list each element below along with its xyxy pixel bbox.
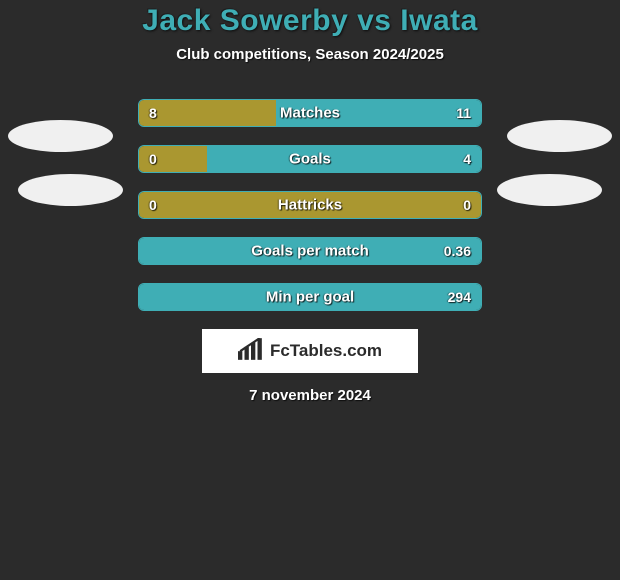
stat-value-left: 0 [149, 151, 157, 167]
stat-label: Goals [289, 151, 331, 168]
stat-fill-left [139, 100, 276, 126]
comparison-title: Jack Sowerby vs Iwata [0, 4, 620, 38]
stat-value-right: 11 [456, 105, 471, 121]
stat-row: Goals per match 0.36 [138, 237, 482, 265]
stat-label: Hattricks [278, 197, 342, 214]
stat-row: Min per goal 294 [138, 283, 482, 311]
stat-row: 0 Hattricks 0 [138, 191, 482, 219]
stat-value-right: 0.36 [444, 243, 471, 259]
stat-value-right: 0 [463, 197, 471, 213]
stat-fill-right [207, 146, 481, 172]
chart-icon [238, 338, 264, 365]
branding-text: FcTables.com [270, 341, 382, 361]
player-right-badge-top [507, 120, 612, 152]
player-left-badge-top [8, 120, 113, 152]
subtitle: Club competitions, Season 2024/2025 [0, 46, 620, 63]
stat-row: 8 Matches 11 [138, 99, 482, 127]
stat-value-left: 0 [149, 197, 157, 213]
stat-row: 0 Goals 4 [138, 145, 482, 173]
stat-label: Matches [280, 105, 340, 122]
stat-label: Goals per match [251, 243, 369, 260]
player-left-badge-bottom [18, 174, 123, 206]
player-right-badge-bottom [497, 174, 602, 206]
branding-box: FcTables.com [202, 329, 418, 373]
date: 7 november 2024 [0, 387, 620, 404]
stat-label: Min per goal [266, 289, 354, 306]
stat-value-right: 294 [448, 289, 471, 305]
stat-value-right: 4 [463, 151, 471, 167]
stats-container: 8 Matches 11 0 Goals 4 0 Hattricks 0 Goals per ma… [70, 99, 550, 311]
stat-value-left: 8 [149, 105, 157, 121]
